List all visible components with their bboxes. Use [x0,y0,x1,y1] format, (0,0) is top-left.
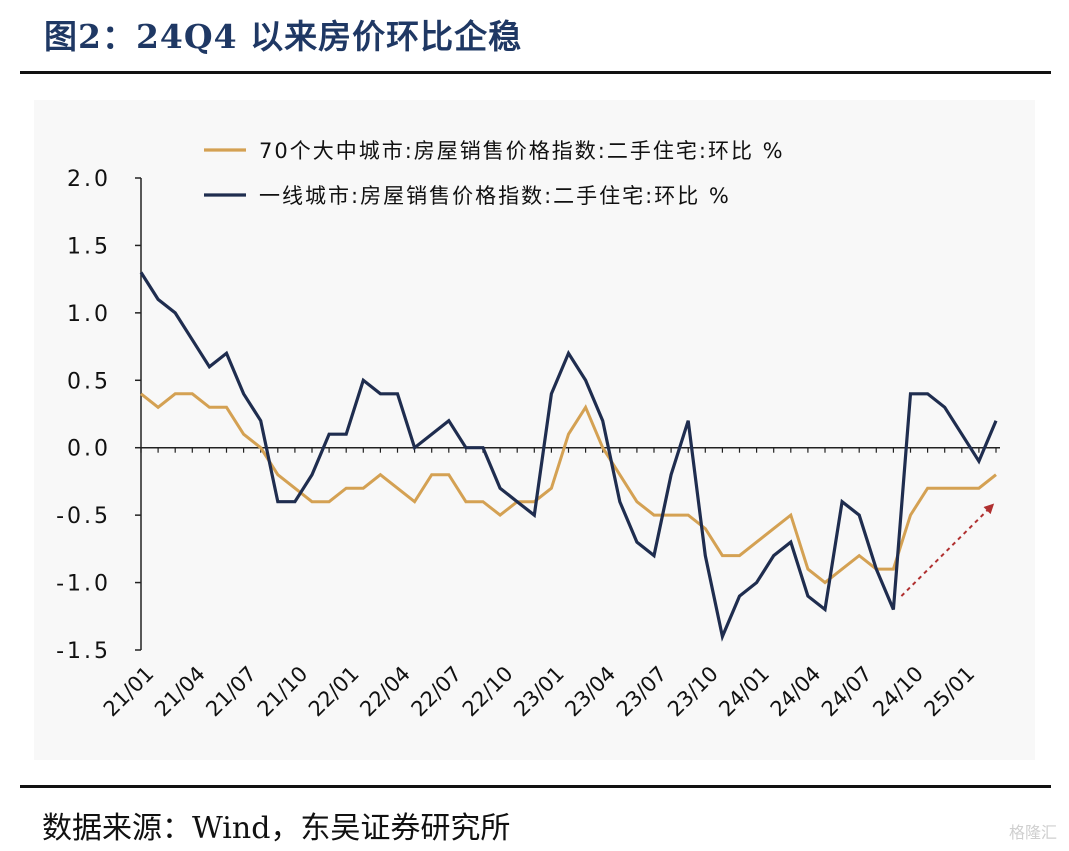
x-tick-label: 22/07 [407,662,467,722]
legend-label: 70个大中城市:房屋销售价格指数:二手住宅:环比 % [259,139,785,163]
x-tick-label: 25/01 [920,662,980,722]
x-tick-label: 22/10 [458,662,518,722]
x-tick-label: 23/04 [560,662,620,722]
y-tick-label: -1.0 [56,572,111,597]
x-tick-label: 21/10 [253,662,313,722]
x-tick-label: 23/10 [663,662,723,722]
x-tick-label: 21/01 [99,662,159,722]
x-tick-label: 24/10 [868,662,928,722]
x-tick-label: 21/04 [150,662,210,722]
legend-label: 一线城市:房屋销售价格指数:二手住宅:环比 % [259,184,731,208]
x-tick-label: 22/04 [355,662,415,722]
y-tick-label: -1.5 [56,639,111,664]
figure-title: 图2：24Q4 以来房价环比企稳 [44,17,523,56]
y-tick-label: 2.0 [67,167,111,192]
line-chart: 2.01.51.00.50.0-0.5-1.0-1.521/0121/0421/… [56,139,1000,722]
y-tick-label: 0.5 [67,369,111,394]
x-tick-label: 23/01 [509,662,569,722]
title-rule [20,71,1051,74]
watermark-logo: 格隆汇 [1008,823,1057,842]
y-tick-label: 1.0 [67,302,111,327]
trend-arrow [900,503,995,597]
x-tick-label: 24/07 [817,662,877,722]
y-tick-label: -0.5 [56,504,111,529]
y-tick-label: 1.5 [67,234,111,259]
x-tick-label: 24/01 [714,662,774,722]
series-line-2 [139,271,998,642]
source-note: 数据来源：Wind，东吴证券研究所 [42,811,511,846]
chart-panel: 2.0 1.5 1.0 0.5 0.0 -0.5 -1.0 -1.5 21/01 21/04 21/… [34,100,1035,760]
x-tick-label: 21/07 [201,662,261,722]
x-tick-label: 23/07 [612,662,672,722]
y-tick-label: 0.0 [67,437,111,462]
x-tick-label: 22/01 [304,662,364,722]
series-line-1 [140,392,997,585]
x-tick-label: 24/04 [766,662,826,722]
source-rule [20,785,1051,788]
